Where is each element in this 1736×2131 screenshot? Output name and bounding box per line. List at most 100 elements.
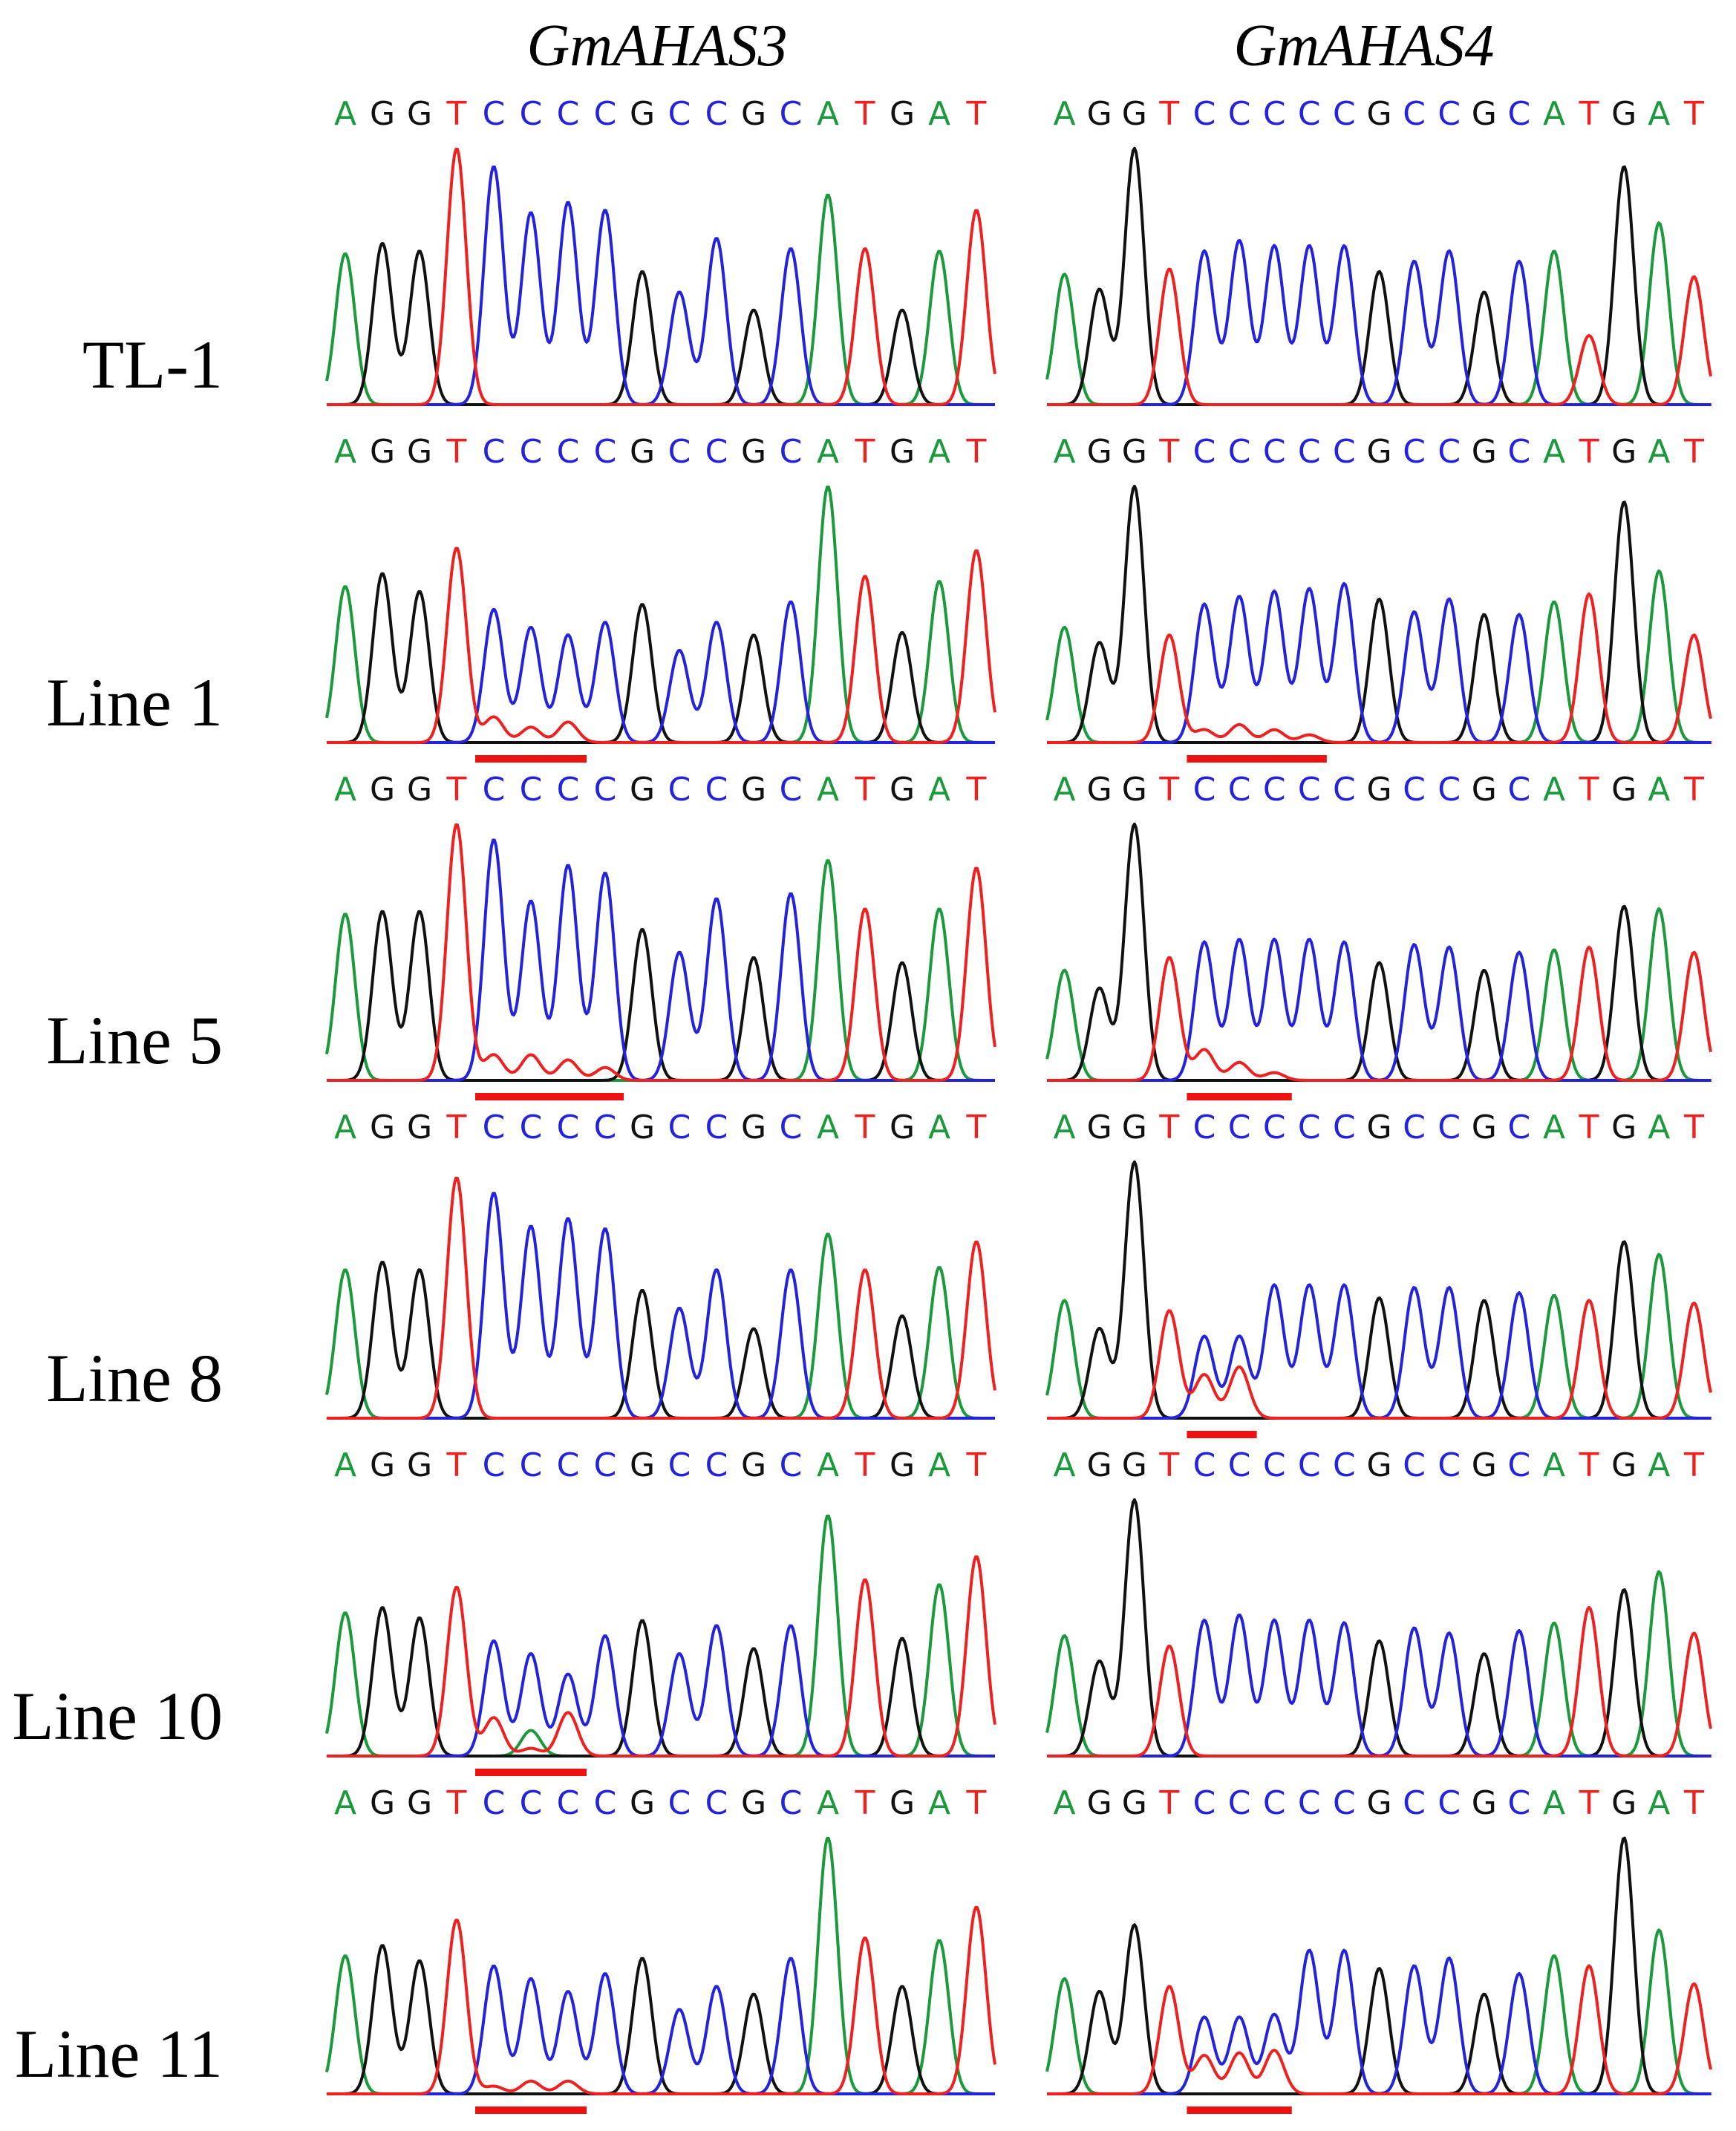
base-letter-g: G — [1366, 433, 1391, 471]
base-letter-a: A — [1648, 433, 1670, 471]
base-letter-c: C — [483, 1109, 506, 1146]
trace-t — [1047, 945, 1712, 1082]
base-letter-c: C — [1403, 433, 1426, 471]
base-letter-c: C — [1298, 433, 1321, 471]
base-letter-c: C — [668, 433, 691, 471]
base-letter-g: G — [1611, 1446, 1637, 1484]
base-letter-g: G — [1087, 1784, 1112, 1822]
trace-t — [1047, 1299, 1712, 1420]
base-letter-a: A — [1543, 1446, 1565, 1484]
base-letter-a: A — [928, 95, 950, 133]
trace-t — [1047, 592, 1712, 744]
trace-c — [327, 1957, 995, 2095]
base-letter-c: C — [1333, 95, 1356, 133]
base-letter-c: C — [1438, 1784, 1461, 1822]
base-letter-g: G — [630, 1446, 655, 1484]
base-letter-t: T — [855, 1446, 875, 1484]
base-letter-a: A — [1648, 95, 1670, 133]
base-letter-g: G — [890, 1446, 915, 1484]
base-letter-c: C — [1228, 771, 1251, 809]
base-letter-a: A — [1648, 1446, 1670, 1484]
trace-t — [327, 1555, 996, 1758]
base-letter-t: T — [446, 433, 467, 471]
base-letter-a: A — [1648, 771, 1670, 809]
base-letter-t: T — [1683, 771, 1704, 809]
base-letter-c: C — [1193, 771, 1216, 809]
base-letter-a: A — [1543, 1784, 1565, 1822]
base-letter-g: G — [407, 1109, 432, 1146]
base-letter-g: G — [1472, 95, 1497, 133]
base-letter-c: C — [1298, 1109, 1321, 1146]
base-letter-g: G — [630, 1109, 655, 1146]
base-letter-c: C — [1438, 1109, 1461, 1146]
base-letter-g: G — [630, 433, 655, 471]
base-letter-c: C — [780, 95, 803, 133]
trace-c — [327, 1192, 995, 1420]
base-letter-g: G — [890, 433, 915, 471]
base-letter-c: C — [705, 1784, 728, 1822]
base-letter-a: A — [1648, 1784, 1670, 1822]
trace-a — [325, 1233, 995, 1420]
base-letter-a: A — [1053, 1446, 1075, 1484]
base-letter-c: C — [780, 433, 803, 471]
base-letter-c: C — [705, 1446, 728, 1484]
trace-g — [327, 242, 995, 406]
base-letter-c: C — [483, 771, 506, 809]
base-letter-c: C — [1508, 1446, 1531, 1484]
base-letter-a: A — [334, 95, 356, 133]
base-letter-t: T — [1158, 771, 1179, 809]
base-letter-a: A — [1053, 95, 1075, 133]
base-letter-a: A — [334, 771, 356, 809]
base-letter-g: G — [1087, 771, 1112, 809]
base-letter-a: A — [928, 433, 950, 471]
base-letter-g: G — [1087, 433, 1112, 471]
base-letter-c: C — [1263, 1109, 1286, 1146]
base-letter-t: T — [1158, 433, 1179, 471]
base-letter-t: T — [966, 95, 987, 133]
base-letter-t: T — [966, 771, 987, 809]
base-letter-c: C — [1508, 771, 1531, 809]
base-letter-c: C — [594, 95, 617, 133]
base-letter-c: C — [780, 1446, 803, 1484]
base-letter-c: C — [1403, 1446, 1426, 1484]
base-letter-c: C — [1228, 1109, 1251, 1146]
base-letter-g: G — [1366, 95, 1391, 133]
base-letter-c: C — [594, 1784, 617, 1822]
base-letter-a: A — [817, 1446, 839, 1484]
base-letter-a: A — [1648, 1109, 1670, 1146]
chromatogram-panels: A G G T C C C C G C C G C A T G A T A G G T C C C C C G C C G C A T G A TA G G… — [325, 95, 1712, 2114]
base-letter-g: G — [370, 95, 395, 133]
trace-g — [327, 1944, 995, 2095]
base-letter-c: C — [1403, 95, 1426, 133]
trace-a — [325, 1837, 995, 2095]
trace-c — [327, 838, 995, 1082]
base-letter-c: C — [1228, 433, 1251, 471]
trace-g — [1047, 1160, 1711, 1420]
base-letter-c: C — [1508, 1109, 1531, 1146]
base-letter-g: G — [1472, 1446, 1497, 1484]
base-letter-c: C — [1403, 771, 1426, 809]
base-letter-g: G — [407, 771, 432, 809]
base-letter-c: C — [520, 771, 543, 809]
base-letter-g: G — [890, 95, 915, 133]
base-letter-t: T — [446, 1109, 467, 1146]
base-letter-g: G — [370, 1109, 395, 1146]
base-letter-c: C — [780, 1109, 803, 1146]
base-letter-a: A — [928, 1109, 950, 1146]
base-letter-g: G — [890, 1784, 915, 1822]
base-letter-g: G — [407, 1446, 432, 1484]
column-title-gmahas4: GmAHAS4 — [1233, 13, 1494, 79]
base-letter-t: T — [446, 1446, 467, 1484]
base-letter-g: G — [1611, 771, 1637, 809]
base-letter-c: C — [1438, 95, 1461, 133]
base-letter-c: C — [483, 433, 506, 471]
base-letter-c: C — [557, 1446, 580, 1484]
base-letter-c: C — [1228, 1784, 1251, 1822]
trace-g — [1047, 484, 1711, 744]
base-letter-c: C — [1508, 95, 1531, 133]
